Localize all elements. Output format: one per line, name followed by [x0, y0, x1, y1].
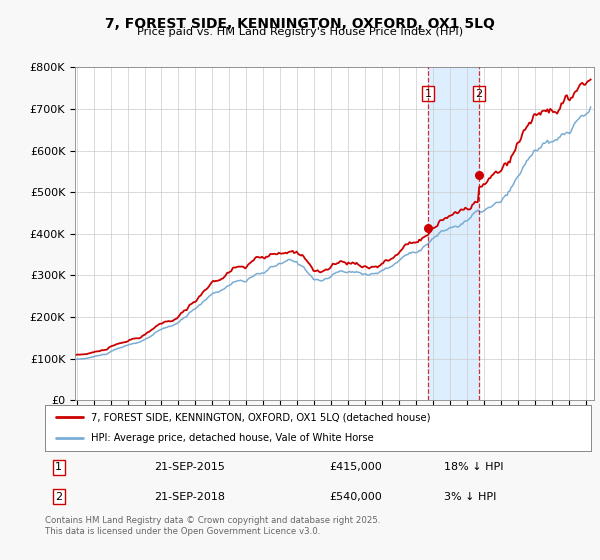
Text: Contains HM Land Registry data © Crown copyright and database right 2025.
This d: Contains HM Land Registry data © Crown c…	[45, 516, 380, 536]
Text: Price paid vs. HM Land Registry's House Price Index (HPI): Price paid vs. HM Land Registry's House …	[137, 27, 463, 37]
Text: 2: 2	[476, 89, 483, 99]
Text: £415,000: £415,000	[329, 462, 382, 472]
Text: 7, FOREST SIDE, KENNINGTON, OXFORD, OX1 5LQ (detached house): 7, FOREST SIDE, KENNINGTON, OXFORD, OX1 …	[91, 412, 431, 422]
Text: £540,000: £540,000	[329, 492, 382, 502]
Text: 21-SEP-2018: 21-SEP-2018	[154, 492, 225, 502]
Text: 1: 1	[55, 462, 62, 472]
Text: 3% ↓ HPI: 3% ↓ HPI	[443, 492, 496, 502]
Bar	[428, 67, 479, 400]
Text: 21-SEP-2015: 21-SEP-2015	[154, 462, 225, 472]
Text: 1: 1	[425, 89, 432, 99]
Text: 2: 2	[55, 492, 62, 502]
Text: HPI: Average price, detached house, Vale of White Horse: HPI: Average price, detached house, Vale…	[91, 433, 374, 444]
Text: 7, FOREST SIDE, KENNINGTON, OXFORD, OX1 5LQ: 7, FOREST SIDE, KENNINGTON, OXFORD, OX1 …	[105, 17, 495, 31]
Text: 18% ↓ HPI: 18% ↓ HPI	[443, 462, 503, 472]
